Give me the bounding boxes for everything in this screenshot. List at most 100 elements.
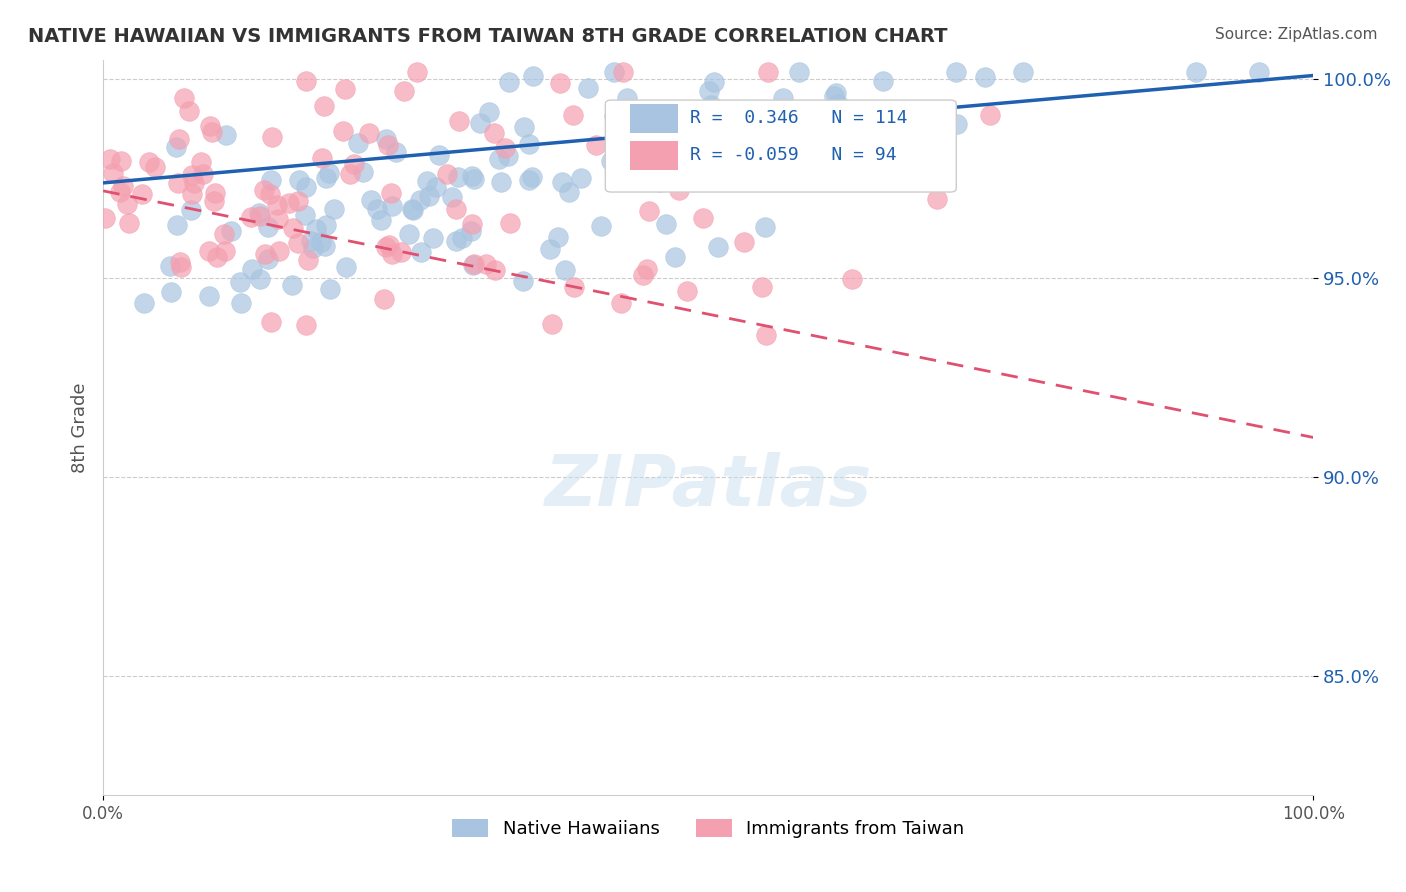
Point [183,176,205,190]
Point [332,124,354,138]
Text: NATIVE HAWAIIAN VS IMMIGRANTS FROM TAIWAN 8TH GRADE CORRELATION CHART: NATIVE HAWAIIAN VS IMMIGRANTS FROM TAIWA… [28,27,948,45]
Point [512,274,534,288]
Point [702,75,724,89]
Point [676,285,699,299]
Point [856,104,879,119]
Point [281,220,304,235]
Point [520,169,543,184]
Point [603,64,626,78]
Point [488,152,510,166]
Point [315,171,337,186]
Point [384,145,406,160]
Point [281,277,304,292]
Point [463,171,485,186]
Point [636,262,658,277]
Point [700,98,723,112]
Point [484,262,506,277]
Point [201,125,224,139]
Point [377,238,399,252]
Point [198,119,221,133]
Point [538,243,561,257]
Point [339,167,361,181]
Point [599,154,621,169]
Point [496,148,519,162]
Point [706,136,728,151]
Point [979,107,1001,121]
Point [697,84,720,98]
Point [637,203,659,218]
Point [561,108,583,122]
Point [610,296,633,310]
Point [675,144,697,158]
Point [612,159,634,173]
Point [754,219,776,234]
Point [267,244,290,259]
Point [165,140,187,154]
Point [733,235,755,250]
Point [212,227,235,241]
Point [825,125,848,139]
Point [422,231,444,245]
Point [335,82,357,96]
Point [101,166,124,180]
Point [231,296,253,310]
Point [381,199,404,213]
Point [1184,64,1206,78]
Point [302,241,325,255]
Point [98,153,121,167]
Point [295,318,318,332]
Point [409,193,432,207]
Point [266,197,288,211]
Point [612,64,634,78]
Point [205,250,228,264]
Point [548,76,571,90]
Point [134,296,156,310]
Point [294,208,316,222]
Point [138,155,160,169]
Point [825,86,848,100]
Point [380,186,402,200]
Point [214,244,236,259]
Point [299,235,322,249]
Point [392,85,415,99]
Point [616,91,638,105]
Point [904,118,927,132]
Text: R = -0.059   N = 94: R = -0.059 N = 94 [690,146,897,164]
Point [266,211,288,226]
Point [827,97,849,112]
Point [662,156,685,170]
Point [463,258,485,272]
Point [444,202,467,216]
Point [872,74,894,88]
Point [755,328,778,343]
Point [169,255,191,269]
Point [191,168,214,182]
Point [374,132,396,146]
Point [94,211,117,226]
Point [844,103,866,118]
Point [447,113,470,128]
Point [311,151,333,165]
Point [461,217,484,231]
Point [1011,64,1033,78]
Point [389,244,412,259]
Point [249,272,271,286]
Point [254,246,277,260]
Point [312,98,335,112]
Point [260,173,283,187]
Point [377,137,399,152]
Point [569,170,592,185]
Point [110,153,132,168]
Point [360,193,382,207]
Point [475,256,498,270]
Text: Source: ZipAtlas.com: Source: ZipAtlas.com [1215,27,1378,42]
Point [517,173,540,187]
Point [706,239,728,253]
Point [463,257,485,271]
Point [398,227,420,241]
Point [143,160,166,174]
Point [460,224,482,238]
Point [645,122,668,136]
Point [591,219,613,233]
Point [447,170,470,185]
